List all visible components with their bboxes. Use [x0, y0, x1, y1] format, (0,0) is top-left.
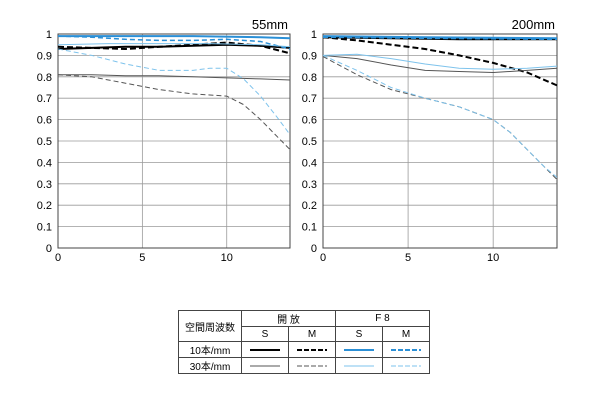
- y-tick-label: 0.6: [302, 115, 317, 127]
- chart-title: 200mm: [512, 17, 555, 32]
- x-tick-label: 0: [55, 252, 61, 264]
- plot-frame: [322, 33, 558, 249]
- y-tick-label: 0.6: [37, 115, 52, 127]
- series-line-open-10-M: [57, 41, 291, 55]
- chart-title: 55mm: [252, 17, 288, 32]
- legend-sample-line: [297, 365, 327, 366]
- y-tick-label: 0.7: [37, 93, 52, 105]
- legend-group-open: 開 放: [241, 310, 336, 327]
- y-tick-label: 0.8: [302, 72, 317, 84]
- y-tick-label: 0.2: [302, 200, 317, 212]
- y-tick-label: 1: [46, 29, 52, 41]
- legend-col-f8-m: M: [382, 326, 430, 342]
- legend-sample-line: [250, 348, 280, 351]
- legend-sample-cell: [288, 357, 336, 374]
- x-tick-label: 5: [139, 252, 145, 264]
- series-line-f8-30-M: [322, 54, 558, 178]
- legend-sample-cell: [382, 357, 430, 374]
- plot-frame: [57, 33, 291, 249]
- y-tick-label: 1: [311, 29, 317, 41]
- series-line-open-10-S: [57, 43, 291, 50]
- series-line-f8-30-S: [322, 53, 558, 70]
- legend-col-open-m: M: [288, 326, 336, 342]
- legend-header-label: 空間周波数: [178, 310, 242, 342]
- y-tick-label: 0.4: [302, 157, 317, 169]
- y-tick-label: 0.9: [302, 50, 317, 62]
- x-tick-label: 0: [320, 252, 326, 264]
- legend-sample-line: [344, 348, 374, 351]
- y-tick-label: 0.5: [302, 136, 317, 148]
- y-tick-label: 0.2: [37, 200, 52, 212]
- x-tick-label: 5: [405, 252, 411, 264]
- y-tick-label: 0.7: [302, 93, 317, 105]
- x-tick-label: 10: [221, 252, 233, 264]
- legend-row-10-label: 10本/mm: [178, 341, 242, 358]
- series-line-f8-10-S: [322, 35, 558, 40]
- y-tick-label: 0.4: [37, 157, 52, 169]
- x-tick-label: 10: [487, 252, 499, 264]
- legend-col-open-s: S: [241, 326, 289, 342]
- y-tick-label: 0.8: [37, 72, 52, 84]
- legend-row-30-label: 30本/mm: [178, 357, 242, 374]
- y-tick-label: 0.1: [302, 222, 317, 234]
- y-tick-label: 0.5: [37, 136, 52, 148]
- legend-sample-line: [391, 348, 421, 351]
- legend-sample-line: [297, 348, 327, 351]
- legend-col-f8-s: S: [335, 326, 383, 342]
- legend-sample-cell: [241, 357, 289, 374]
- y-tick-label: 0.3: [302, 179, 317, 191]
- legend-sample-line: [391, 365, 421, 366]
- y-tick-label: 0.1: [37, 222, 52, 234]
- legend-sample-cell: [335, 357, 383, 374]
- legend-sample-cell: [335, 341, 383, 358]
- series-line-f8-10-S: [58, 35, 291, 40]
- legend-group-f8: F 8: [335, 310, 430, 327]
- legend-table: 空間周波数 開 放 F 8 S M S M 10本/mm 30本/mm: [178, 310, 430, 374]
- y-tick-label: 0: [46, 243, 52, 255]
- y-tick-label: 0.9: [37, 50, 52, 62]
- series-line-f8-30-M: [57, 48, 291, 135]
- legend-sample-line: [344, 365, 374, 366]
- series-line-open-30-S: [322, 54, 558, 74]
- y-tick-label: 0: [311, 243, 317, 255]
- series-line-open-10-M: [322, 36, 558, 87]
- series-line-f8-10-M: [322, 36, 558, 41]
- legend-sample-cell: [241, 341, 289, 358]
- legend-sample-line: [250, 365, 280, 366]
- series-line-f8-30-S: [57, 43, 291, 48]
- series-line-open-30-M: [322, 56, 558, 180]
- legend-sample-cell: [382, 341, 430, 358]
- legend-sample-cell: [288, 341, 336, 358]
- y-tick-label: 0.3: [37, 179, 52, 191]
- series-line-open-30-S: [58, 74, 291, 81]
- series-line-open-30-M: [57, 74, 291, 150]
